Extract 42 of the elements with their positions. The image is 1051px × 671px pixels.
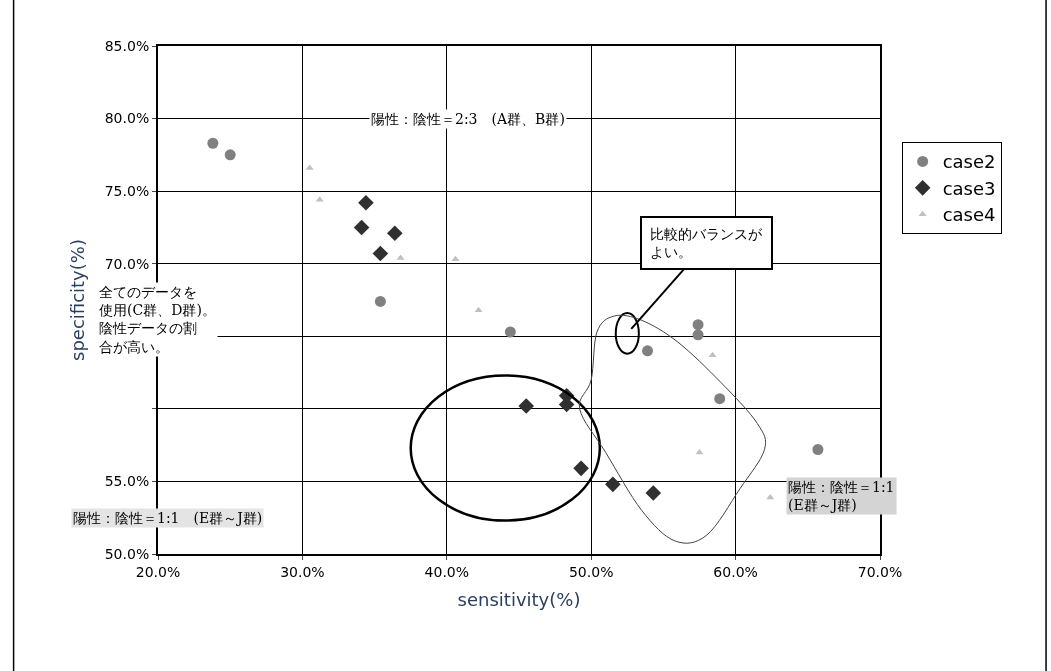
point bbox=[714, 393, 726, 405]
annotation: 比較的バランスがよい。 bbox=[650, 226, 763, 261]
point bbox=[353, 219, 370, 236]
annotation: 陽性：陰性＝1:1 (E群～J群) bbox=[788, 479, 895, 514]
point bbox=[518, 398, 535, 414]
x-tick-label: 40.0% bbox=[424, 563, 470, 580]
x-tick-label: 20.0% bbox=[135, 563, 181, 580]
y-tick-label: 55.0% bbox=[104, 473, 150, 490]
y-tick-label: 80.0% bbox=[104, 110, 150, 127]
x-tick-label: 60.0% bbox=[713, 563, 758, 580]
point bbox=[372, 245, 389, 262]
y-tick-label: 50.0% bbox=[104, 545, 150, 562]
annotation: 陽性：陰性＝2:3 (A群、B群) bbox=[371, 111, 565, 127]
x-tick-label: 30.0% bbox=[280, 563, 325, 580]
point bbox=[645, 485, 662, 501]
point bbox=[573, 460, 589, 477]
x-tick-label: 50.0% bbox=[568, 563, 614, 580]
point bbox=[692, 319, 704, 331]
legend-label: case3 bbox=[942, 177, 996, 199]
y-tick-label: 70.0% bbox=[104, 255, 150, 272]
point bbox=[224, 149, 236, 161]
point bbox=[207, 137, 219, 149]
point bbox=[374, 295, 386, 307]
point bbox=[642, 345, 654, 357]
y-tick-label: 75.0% bbox=[104, 183, 150, 200]
x-axis-title: sensitivity(%) bbox=[457, 589, 581, 611]
point bbox=[504, 326, 516, 338]
point bbox=[692, 329, 704, 341]
point bbox=[812, 444, 824, 455]
annotation: 陽性：陰性＝1:1 (E群～J群) bbox=[73, 510, 263, 526]
point bbox=[451, 255, 460, 262]
legend-label: case4 bbox=[942, 204, 996, 226]
point bbox=[387, 225, 403, 242]
point bbox=[695, 448, 704, 455]
point bbox=[766, 493, 775, 500]
x-tick-label: 70.0% bbox=[857, 563, 903, 580]
point bbox=[358, 194, 374, 211]
point bbox=[605, 476, 621, 493]
y-tick-label: 85.0% bbox=[104, 37, 150, 54]
legend-label: case2 bbox=[942, 151, 996, 173]
annotation: 全てのデータを使用(C群、D群)。陰性データの割合が高い。 bbox=[99, 284, 216, 355]
y-axis-title: specificity(%) bbox=[67, 239, 89, 361]
